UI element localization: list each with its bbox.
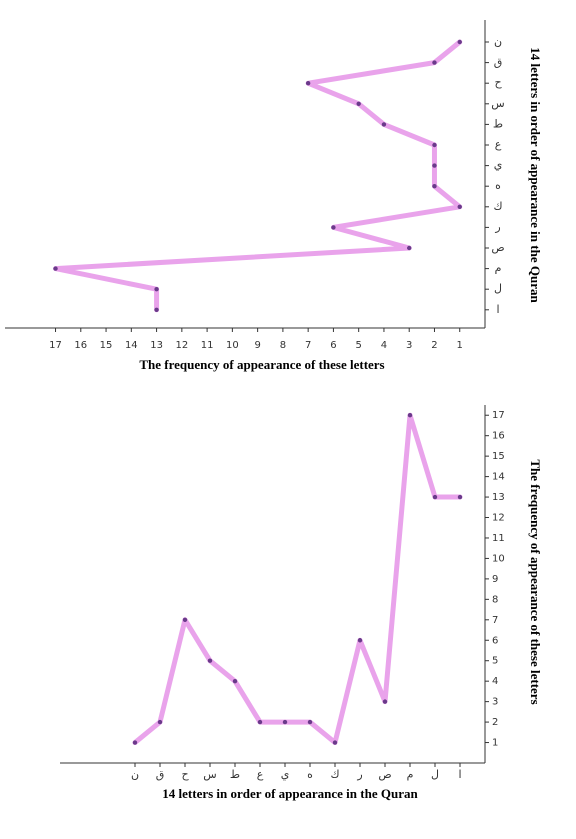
y-tick-label: ط [493,117,503,130]
data-point [305,81,311,86]
y-tick-label: ل [494,282,502,295]
y-tick-label: س [491,97,504,110]
y-axis-label: 14 letters in order of appearance in the… [528,47,543,303]
data-point [207,658,213,663]
data-point [332,740,338,745]
y-tick-label: 17 [492,410,505,421]
y-tick-label: 1 [492,738,498,749]
x-tick-label: ص [378,768,391,781]
data-point [182,617,188,622]
y-tick-label: 16 [492,431,505,442]
data-point [132,740,138,745]
data-point [257,719,263,725]
data-point [53,266,58,271]
y-tick-label: ك [493,200,502,213]
y-tick-label: 2 [492,717,498,728]
data-point [154,287,159,292]
data-point [154,307,159,312]
data-point [232,678,238,684]
x-tick-label: ق [156,768,165,781]
y-tick-label: 10 [492,553,505,564]
x-tick-label: م [407,768,414,781]
y-tick-label: 6 [492,635,498,646]
data-point [356,101,361,107]
x-tick-label: 3 [406,340,412,351]
x-tick-label: 17 [49,340,62,351]
x-tick-label: ه [307,768,313,781]
y-tick-label: 14 [492,472,505,483]
data-point [381,122,387,127]
y-tick-label: 4 [492,676,498,687]
data-line [53,39,463,313]
x-tick-label: ح [181,768,189,781]
data-point [382,699,388,704]
data-point [357,638,363,643]
y-tick-label: 13 [492,492,505,503]
x-tick-label: 15 [100,340,113,351]
y-tick-label: 11 [492,533,505,544]
data-point [407,413,413,418]
data-point [457,204,462,209]
x-tick-label: ي [281,768,290,781]
x-tick-label: ن [131,768,139,781]
y-tick-label: ص [491,241,504,254]
x-tick-label: 16 [74,340,87,351]
y-tick-label: ن [494,35,502,48]
x-tick-label: ر [356,768,362,781]
y-tick-label: 3 [492,697,498,708]
y-tick-label: ق [494,56,503,69]
x-tick-label: ل [431,768,439,781]
y-tick-label: ه [495,179,501,192]
y-tick-label: ا [496,303,499,316]
y-tick-label: 15 [492,451,505,462]
data-point [457,494,463,500]
y-tick-label: 7 [492,615,498,626]
data-point [157,719,163,725]
y-tick-label: 5 [492,656,498,667]
x-tick-label: 6 [330,340,336,351]
data-point [432,494,438,500]
data-point [407,245,412,251]
x-tick-label: 11 [201,340,214,351]
y-tick-label: 8 [492,594,498,605]
data-point [457,39,462,45]
x-axis-label: The frequency of appearance of these let… [139,357,384,372]
x-tick-label: 4 [381,340,387,351]
x-tick-label: 14 [125,340,138,351]
data-point [432,60,437,65]
y-tick-label: ح [494,76,502,89]
x-tick-label: ط [230,768,240,781]
x-tick-label: 13 [150,340,163,351]
data-point [307,719,313,725]
y-tick-label: 12 [492,513,505,524]
x-tick-label: 7 [305,340,311,351]
data-point [432,184,437,189]
data-point [432,142,437,148]
data-line [132,412,463,746]
y-tick-label: 9 [492,574,498,585]
y-tick-label: ع [495,138,502,151]
x-tick-label: 1 [457,340,463,351]
y-tick-label: ي [494,159,503,172]
x-tick-label: س [203,768,216,781]
data-point [432,163,437,168]
data-point [331,225,336,230]
x-tick-label: ا [458,768,461,781]
y-axis-label: The frequency of appearance of these let… [528,459,543,704]
x-axis-label: 14 letters in order of appearance in the… [162,786,418,801]
x-tick-label: 9 [254,340,260,351]
y-tick-label: م [495,262,502,275]
data-point [282,719,288,725]
x-tick-label: ع [257,768,264,781]
x-tick-label: ك [330,768,339,781]
x-tick-label: 5 [355,340,361,351]
x-tick-label: 10 [226,340,239,351]
x-tick-label: 2 [431,340,437,351]
x-tick-label: 8 [280,340,286,351]
y-tick-label: ر [494,220,500,233]
x-tick-label: 12 [175,340,188,351]
